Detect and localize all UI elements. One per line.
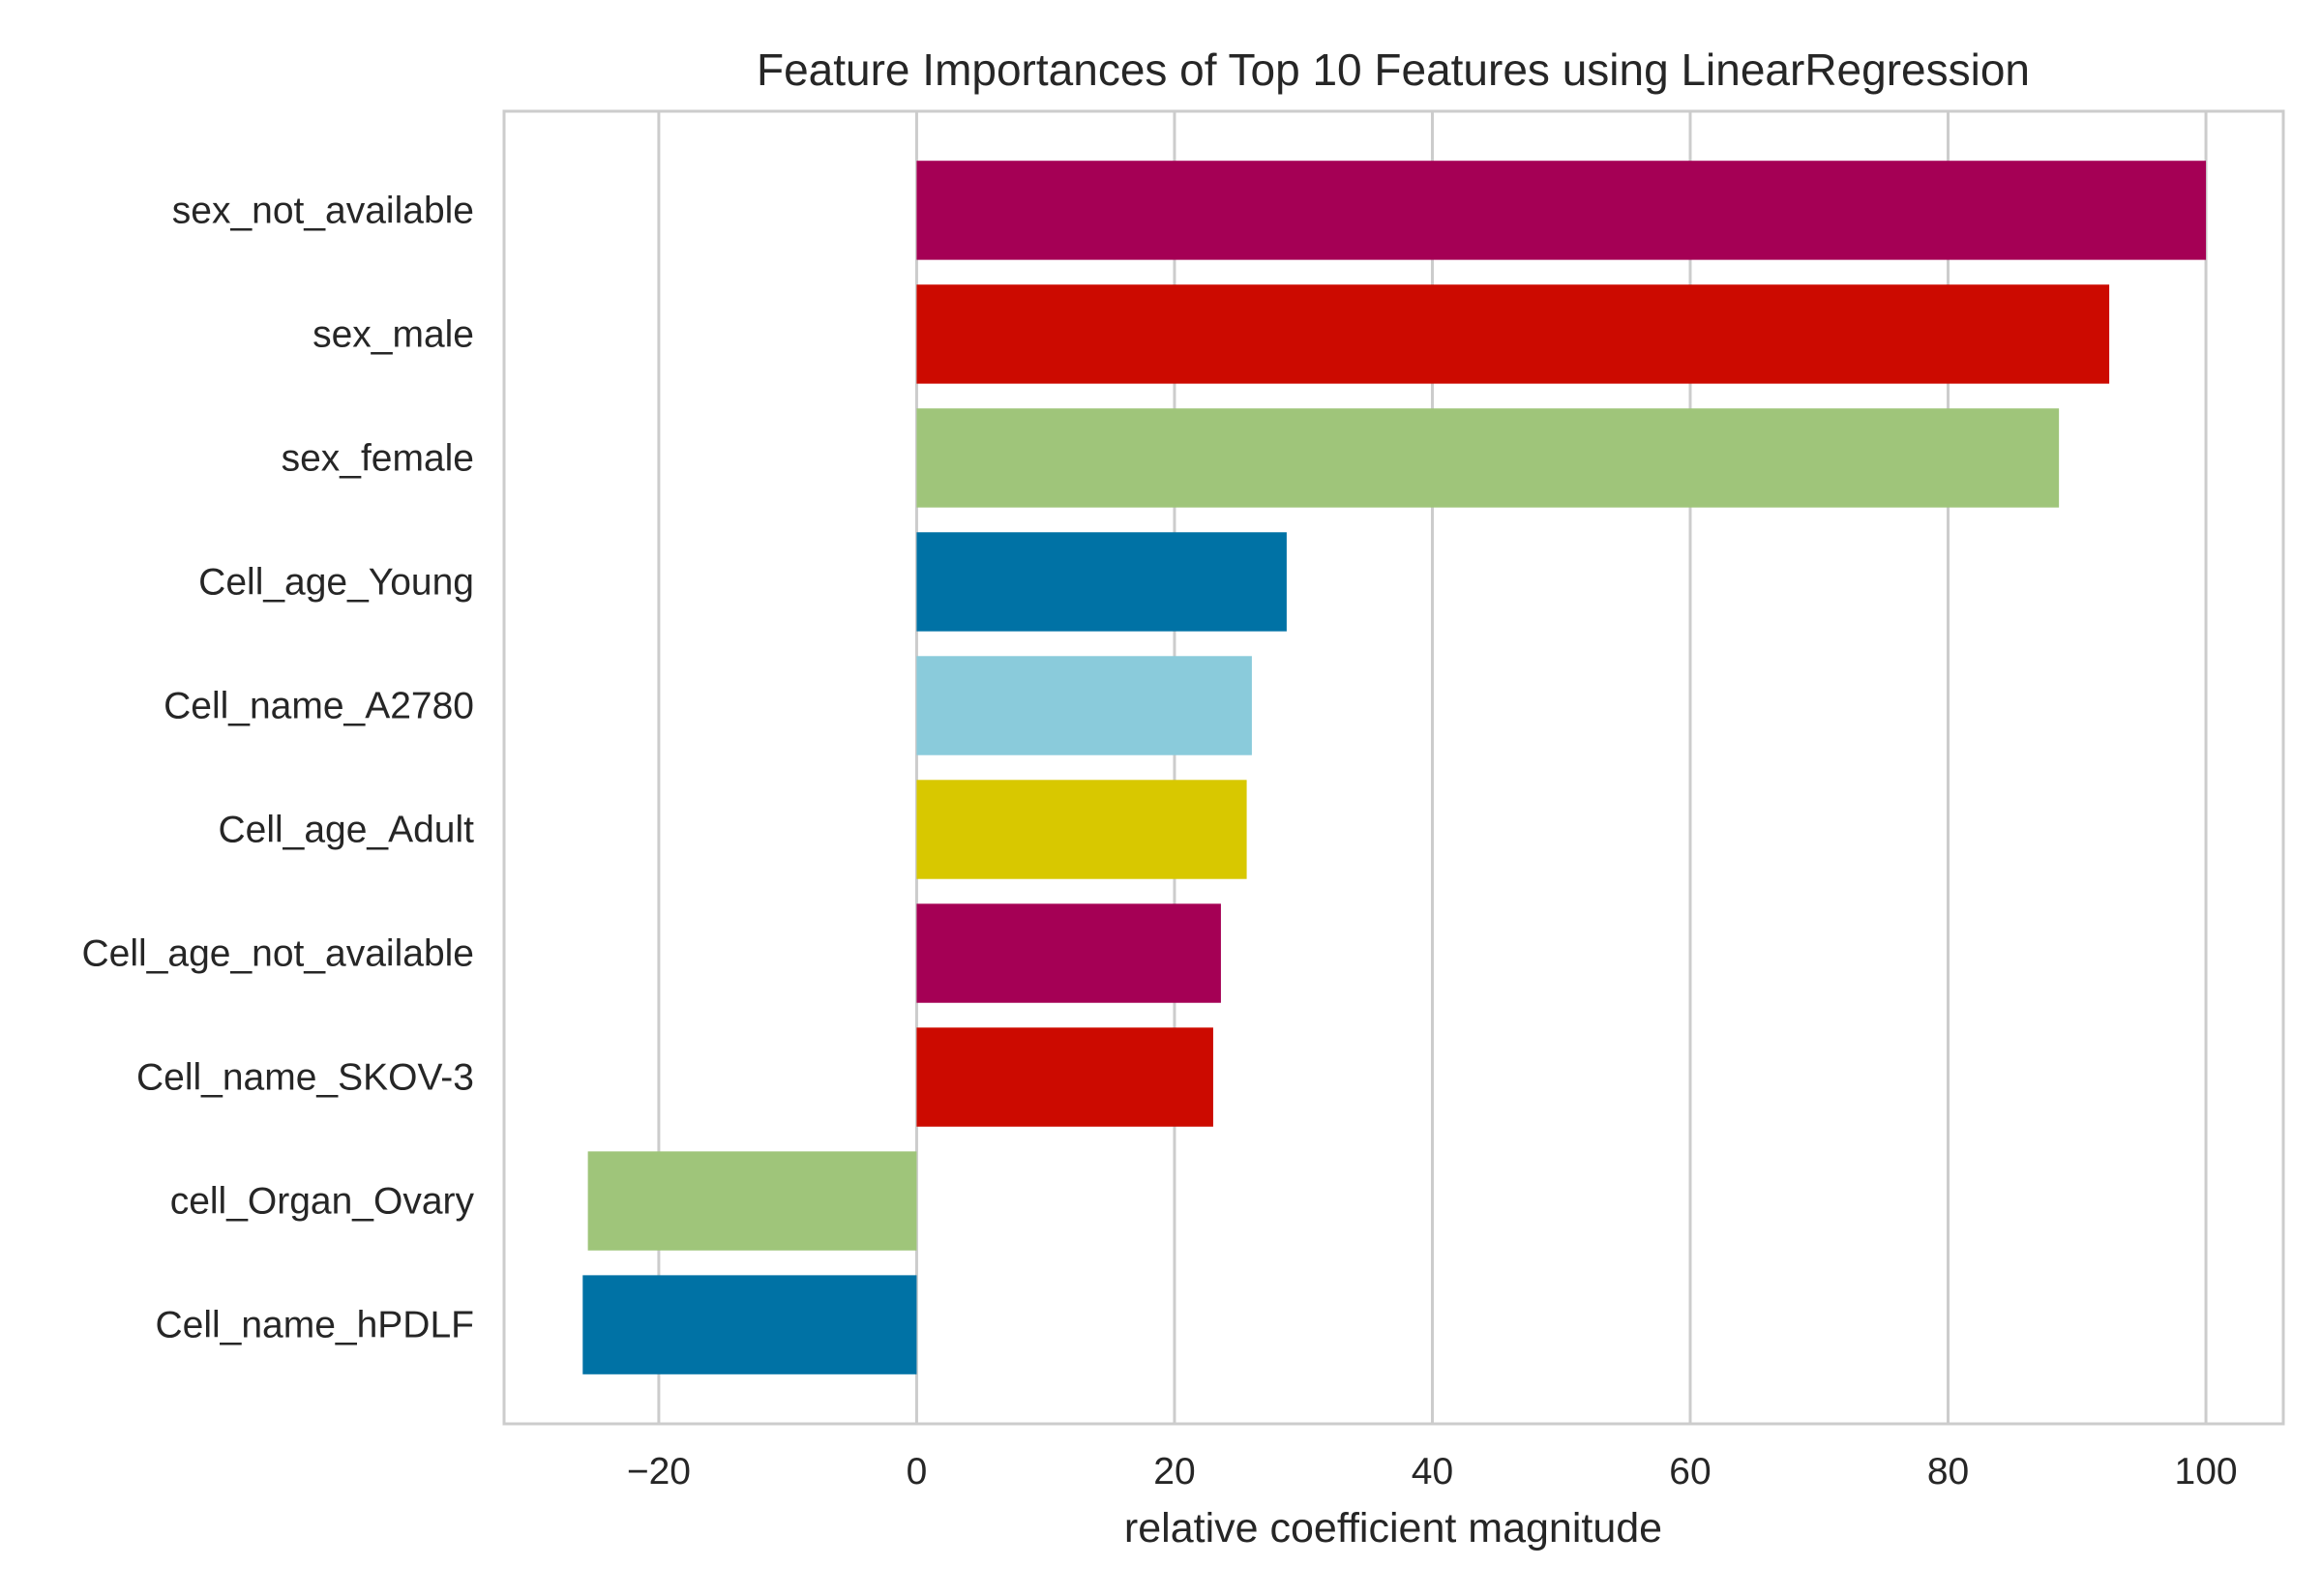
x-tick-label: 20: [1153, 1451, 1195, 1493]
category-labels: sex_not_available sex_male sex_female Cell_…: [82, 190, 475, 1345]
category-label: Cell_name_SKOV-3: [136, 1057, 474, 1099]
bar-Cell_age_Young: [916, 532, 1287, 632]
chart-title: Feature Importances of Top 10 Features u…: [757, 44, 2030, 95]
category-label: Cell_name_hPDLF: [155, 1305, 474, 1346]
category-label: Cell_age_Young: [198, 561, 474, 603]
x-tick-label: 80: [1927, 1451, 1969, 1493]
category-label: Cell_name_A2780: [164, 685, 474, 726]
x-tick-label: 100: [2175, 1451, 2238, 1493]
bar-Cell_name_A2780: [916, 656, 1252, 755]
category-label: sex_not_available: [172, 190, 474, 231]
bar-Cell_name_hPDLF: [582, 1275, 917, 1374]
bar-cell_Organ_Ovary: [587, 1151, 917, 1251]
x-axis-label: relative coefficient magnitude: [1124, 1505, 1662, 1552]
x-tick-label: −20: [627, 1451, 691, 1493]
x-tick-label: 0: [907, 1451, 928, 1493]
bar-Cell_age_Adult: [916, 780, 1247, 879]
plot-frame: [502, 109, 2285, 1426]
x-tick-label: 60: [1669, 1451, 1711, 1493]
bar-sex_female: [916, 408, 2060, 508]
bar-Cell_name_SKOV-3: [916, 1027, 1213, 1127]
bar-Cell_age_not_available: [916, 903, 1221, 1003]
bars: [582, 161, 2207, 1374]
x-tick-labels: −20 0 20 40 60 80 100: [627, 1451, 2238, 1493]
x-tick-label: 40: [1412, 1451, 1453, 1493]
category-label: sex_male: [313, 313, 474, 355]
bar-sex_not_available: [916, 161, 2207, 260]
category-label: sex_female: [282, 437, 474, 479]
category-label: Cell_age_Adult: [218, 810, 474, 851]
bar-sex_male: [916, 284, 2110, 384]
category-label: Cell_age_not_available: [82, 933, 474, 975]
category-label: cell_Organ_Ovary: [170, 1181, 475, 1223]
